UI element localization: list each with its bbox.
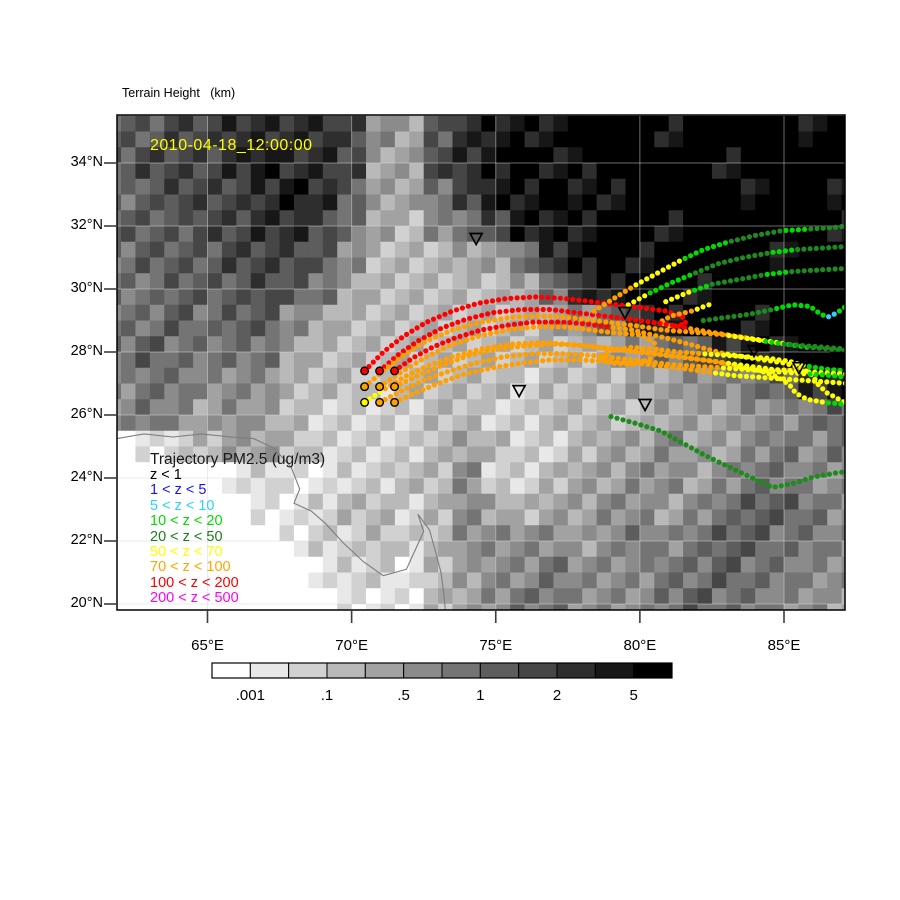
- colorbar-box: [479, 662, 520, 679]
- receptor-triangle-markers: [468, 232, 845, 413]
- receptor-triangle: [511, 384, 527, 399]
- colorbar-box: [249, 662, 290, 679]
- legend-entry: 100 < z < 200: [150, 574, 239, 591]
- legend-entry: 70 < z < 100: [150, 559, 231, 576]
- colorbar-box: [518, 662, 558, 679]
- legend-title: Trajectory PM2.5 (ug/m3): [150, 451, 326, 468]
- colorbar-box: [326, 662, 366, 679]
- x-axis-tick-label: 70°E: [335, 637, 368, 654]
- y-axis-tick-label: 20°N: [70, 595, 103, 611]
- colorbar-box: [211, 662, 251, 679]
- colorbar-tick-label: 5: [629, 687, 638, 704]
- colorbar-box: [556, 662, 596, 679]
- colorbar-box: [441, 662, 481, 679]
- legend-entry: 10 < z < 20: [150, 513, 223, 530]
- colorbar-box: [633, 662, 673, 679]
- trajectory-path: [663, 266, 844, 305]
- legend-entry: 50 < z < 70: [150, 544, 223, 561]
- receptor-triangle: [468, 232, 484, 247]
- colorbar-tick-label: 1: [476, 687, 485, 704]
- colorbar-box: [594, 662, 635, 679]
- map-border: [116, 114, 846, 611]
- receptor-triangle: [637, 398, 653, 413]
- receptor-triangle: [617, 306, 633, 321]
- colorbar-box: [288, 662, 328, 679]
- colorbar-box: [403, 662, 443, 679]
- legend-entry: 1 < z < 5: [150, 482, 207, 499]
- legend-entry: 20 < z < 50: [150, 528, 223, 545]
- x-axis-tick-label: 65°E: [191, 637, 224, 654]
- legend-entry: 200 < z < 500: [150, 590, 239, 607]
- colorbar-tick-label: 2: [552, 687, 562, 704]
- colorbar-tick-label: .5: [397, 687, 410, 704]
- trajectory-path: [608, 414, 845, 490]
- terrain-colorbar: [211, 662, 673, 679]
- map-canvas: [104, 114, 846, 679]
- receptor-triangle: [829, 351, 845, 366]
- colorbar-tick-label: .001: [235, 687, 265, 704]
- x-axis-tick-label: 85°E: [767, 637, 801, 654]
- trajectory-path: [625, 244, 844, 308]
- trajectory-layer: [362, 223, 845, 490]
- legend-entry: 5 < z < 10: [150, 497, 215, 514]
- x-axis-tick-label: 80°E: [623, 637, 657, 654]
- trajectory-path: [591, 223, 845, 314]
- y-axis-tick-label: 26°N: [70, 406, 103, 422]
- colorbar-tick-label: .1: [320, 687, 334, 704]
- colorbar-outline: [211, 662, 673, 679]
- receptor-triangle: [746, 344, 762, 359]
- y-axis-tick-label: 28°N: [70, 343, 103, 359]
- plot-title: Terrain Height (km): [122, 86, 236, 100]
- y-axis-tick-label: 24°N: [70, 469, 103, 485]
- y-axis-tick-label: 34°N: [70, 154, 103, 170]
- y-axis-tick-label: 32°N: [70, 217, 103, 233]
- axis-ticks: [104, 162, 785, 623]
- graticule-lines: [117, 115, 845, 610]
- trajectory-path: [362, 340, 845, 405]
- legend-entry: z < 1: [150, 467, 182, 483]
- timestamp-label: 2010-04-18_12:00:00: [150, 137, 313, 154]
- x-axis-tick-label: 75°E: [479, 637, 513, 654]
- y-axis-tick-label: 22°N: [70, 532, 103, 548]
- trajectory-path: [700, 302, 845, 324]
- coastline: [117, 433, 446, 610]
- trajectory-path: [362, 313, 843, 390]
- colorbar-box: [364, 662, 405, 679]
- y-axis-tick-label: 30°N: [70, 280, 103, 296]
- trajectory-start-markers: [360, 366, 400, 407]
- receptor-triangle: [791, 361, 807, 376]
